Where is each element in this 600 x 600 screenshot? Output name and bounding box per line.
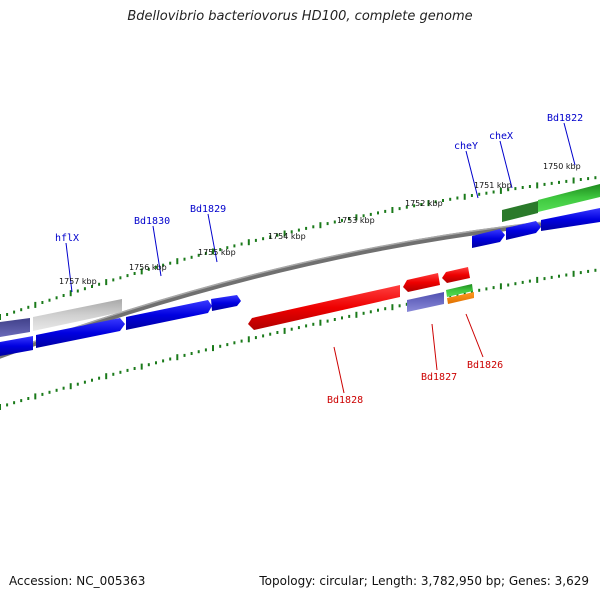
gene-label-chex[interactable]: cheX (489, 131, 513, 142)
genome-title: Bdellovibrio bacteriovorus HD100, comple… (127, 9, 473, 24)
gene-label-chey[interactable]: cheY (454, 141, 478, 152)
gene-feature[interactable] (0, 318, 30, 337)
scale-ticks-bottom (0, 268, 597, 410)
gene-label-bd1822[interactable]: Bd1822 (547, 113, 583, 124)
gene-label-bd1827[interactable]: Bd1827 (421, 372, 457, 383)
gene-feature[interactable] (472, 229, 505, 248)
gene-feature[interactable] (403, 273, 440, 292)
gene-feature[interactable] (36, 318, 125, 348)
gene-feature[interactable] (126, 300, 212, 330)
gene-feature[interactable] (502, 201, 538, 222)
gene-feature[interactable] (407, 292, 444, 312)
kbp-label: 1755 kbp (198, 248, 236, 257)
label-leaders-top (65, 122, 576, 293)
gene-feature[interactable] (211, 295, 241, 311)
kbp-label: 1750 kbp (543, 162, 581, 171)
kbp-label: 1753 kbp (337, 216, 375, 225)
gene-track-reverse (248, 267, 474, 330)
gene-label-bd1826[interactable]: Bd1826 (467, 360, 503, 371)
kbp-label: 1752 kbp (405, 199, 443, 208)
gene-label-bd1828[interactable]: Bd1828 (327, 395, 363, 406)
gene-feature[interactable] (33, 299, 122, 331)
gene-feature[interactable] (442, 267, 470, 283)
kbp-label: 1751 kbp (474, 181, 512, 190)
gene-label-bd1830[interactable]: Bd1830 (134, 216, 170, 227)
accession-label: Accession: NC_005363 (9, 574, 146, 588)
kbp-label: 1756 kbp (129, 263, 167, 272)
gene-track-forward (0, 184, 600, 356)
gene-feature[interactable] (446, 284, 473, 297)
gene-feature[interactable] (538, 184, 600, 212)
gene-feature[interactable] (541, 208, 600, 231)
gene-feature[interactable] (248, 285, 400, 330)
gene-feature[interactable] (447, 292, 474, 304)
label-leaders-bottom (333, 313, 484, 394)
scale-ticks-top (0, 176, 597, 320)
gene-feature[interactable] (506, 221, 541, 240)
kbp-label: 1757 kbp (59, 277, 97, 286)
genome-summary: Topology: circular; Length: 3,782,950 bp… (259, 574, 589, 588)
gene-label-bd1829[interactable]: Bd1829 (190, 204, 226, 215)
kbp-label: 1754 kbp (268, 232, 306, 241)
gene-feature[interactable] (0, 336, 33, 356)
gene-label-hflx[interactable]: hflX (55, 233, 79, 244)
